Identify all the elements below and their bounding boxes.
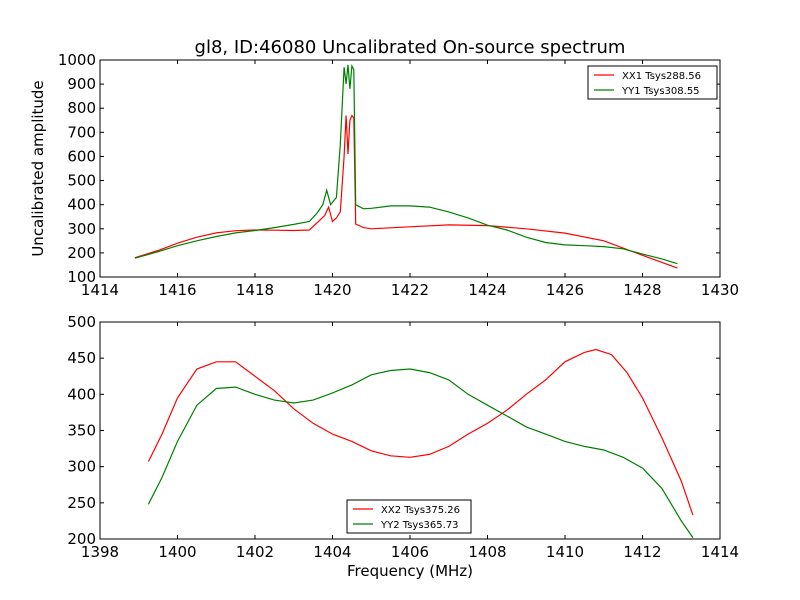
x-tick-label: 1414 — [81, 281, 119, 299]
legend-entry: YY1 Tsys308.55 — [621, 86, 700, 97]
y-tick-label: 500 — [67, 172, 96, 190]
series-line-0-1 — [134, 63, 678, 265]
x-tick-label: 1426 — [546, 281, 584, 299]
y-tick-label: 200 — [67, 244, 96, 262]
y-tick-label: 400 — [67, 385, 96, 403]
x-tick-label: 1428 — [623, 281, 661, 299]
y-tick-label: 600 — [67, 147, 96, 165]
legend-box — [587, 65, 718, 100]
x-tick-label: 1416 — [158, 281, 196, 299]
x-tick-label: 1406 — [391, 543, 429, 561]
x-tick-label: 1408 — [468, 543, 506, 561]
series-line-1-0 — [147, 348, 694, 516]
x-tick-label: 1398 — [81, 543, 119, 561]
x-tick-label: 1420 — [313, 281, 351, 299]
x-tick-label: 1418 — [236, 281, 274, 299]
x-tick-label: 1410 — [546, 543, 584, 561]
legend-entry: XX2 Tsys375.26 — [381, 505, 460, 516]
x-tick-label: 1414 — [701, 543, 739, 561]
series-line-1-1 — [147, 368, 694, 538]
x-tick-label: 1422 — [391, 281, 429, 299]
y-tick-label: 400 — [67, 196, 96, 214]
legend-entry: XX1 Tsys288.56 — [622, 71, 701, 82]
x-tick-label: 1424 — [468, 281, 506, 299]
y-tick-label: 450 — [67, 349, 96, 367]
y-tick-label: 900 — [67, 75, 96, 93]
legend-box — [346, 499, 472, 534]
y-tick-label: 700 — [67, 123, 96, 141]
y-tick-label: 250 — [67, 494, 96, 512]
y-tick-label: 200 — [67, 530, 96, 548]
y-tick-label: 800 — [67, 99, 96, 117]
x-axis-title: Frequency (MHz) — [347, 562, 473, 580]
bottom-spectrum-panel: 1398 1400 1402 1404 1406 1408 1410 1412 1414 200 2… — [67, 313, 739, 580]
top-spectrum-panel: 1414 1416 1418 1420 1422 1424 1426 1428 1430 100 2… — [29, 51, 739, 299]
x-tick-label: 1400 — [158, 543, 196, 561]
y-tick-label: 1000 — [58, 51, 96, 69]
y-tick-label: 300 — [67, 458, 96, 476]
x-tick-label: 1430 — [701, 281, 739, 299]
y-tick-label: 500 — [67, 313, 96, 331]
series-line-0-0 — [134, 114, 678, 269]
x-tick-label: 1412 — [623, 543, 661, 561]
y-tick-label: 350 — [67, 422, 96, 440]
chart-title: gl8, ID:46080 Uncalibrated On-source spe… — [195, 37, 626, 58]
y-tick-label: 300 — [67, 220, 96, 238]
x-tick-label: 1404 — [313, 543, 351, 561]
x-tick-label: 1402 — [236, 543, 274, 561]
legend-entry: YY2 Tsys365.73 — [380, 520, 459, 531]
y-axis-title: Uncalibrated amplitude — [29, 80, 47, 256]
y-tick-label: 100 — [67, 268, 96, 286]
